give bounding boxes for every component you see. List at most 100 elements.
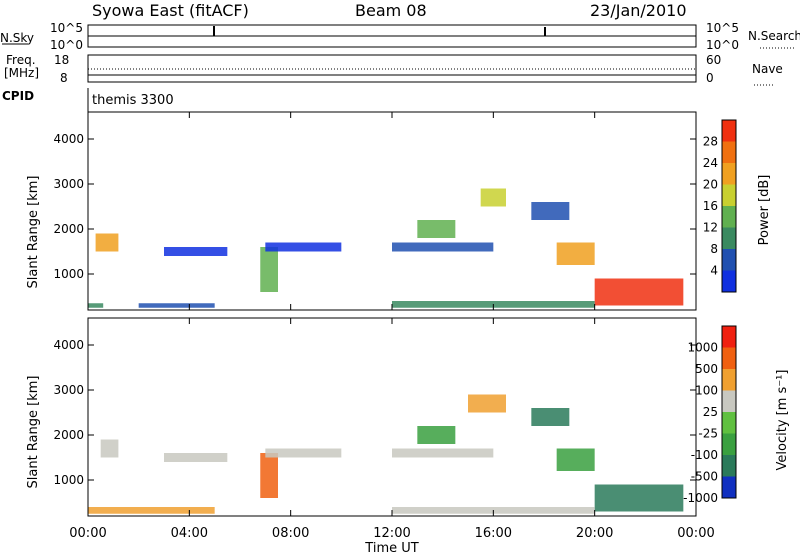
data-region <box>88 303 104 308</box>
y-tick-label: 3000 <box>53 383 84 397</box>
data-region <box>417 220 456 238</box>
colorbar-tick-label: 25 <box>703 405 718 419</box>
colorbar-frame <box>721 325 737 499</box>
colorbar-tick-label: -1000 <box>683 491 718 505</box>
velocity-colorbar: 1000 500 100 25 -25 -100 -500 -1000 <box>683 325 737 505</box>
colorbar-segment <box>722 455 736 477</box>
power-y-axis: 1000 2000 3000 4000 <box>53 132 696 281</box>
x-tick-label: 04:00 <box>171 526 208 541</box>
data-region <box>594 278 684 306</box>
colorbar-segment <box>722 249 736 271</box>
colorbar-segment <box>722 390 736 412</box>
data-region <box>265 448 342 458</box>
x-tick-label: 20:00 <box>576 526 613 541</box>
date-title: 23/Jan/2010 <box>590 1 687 20</box>
data-region <box>556 242 595 265</box>
y-tick-label: 3000 <box>53 177 84 191</box>
power-colorbar: 4 8 12 16 20 24 28 <box>703 119 737 293</box>
colorbar-tick-label: -25 <box>698 427 718 441</box>
velocity-colorbar-label: Velocity [m s⁻¹] <box>775 370 790 471</box>
velocity-plot-area <box>88 318 696 516</box>
colorbar-tick-label: 4 <box>710 264 718 278</box>
colorbar-segment <box>722 369 736 391</box>
data-region <box>417 426 456 444</box>
colorbar-segment <box>722 227 736 249</box>
nsearch-tick-top: 10^5 <box>706 21 739 35</box>
nave-label: Nave <box>752 62 783 76</box>
velocity-y-label: Slant Range [km] <box>26 376 41 489</box>
colorbar-tick-label: 100 <box>695 384 718 398</box>
x-tick-label: 00:00 <box>69 526 106 541</box>
nave-tick-top: 60 <box>706 53 721 67</box>
colorbar-tick-label: 20 <box>703 178 718 192</box>
colorbar-tick-label: 12 <box>703 221 718 235</box>
nsky-panel: N.Sky 10^5 10^0 10^5 10^0 N.Search <box>0 21 800 52</box>
colorbar-tick-label: 500 <box>695 362 718 376</box>
data-region <box>164 247 228 256</box>
freq-panel: Freq. [MHz] 18 8 60 0 Nave <box>4 53 783 86</box>
power-plot-area <box>88 112 696 310</box>
nsearch-label: N.Search <box>748 29 800 43</box>
colorbar-segment <box>722 270 736 292</box>
colorbar-segment <box>722 141 736 163</box>
velocity-panel: 1000 2000 3000 4000 Slant Range [km] 1000 50… <box>26 317 790 517</box>
cpid-label: CPID <box>2 89 34 103</box>
y-tick-label: 1000 <box>53 267 84 281</box>
x-tick-label: 00:00 <box>677 526 714 541</box>
colorbar-tick-label: -100 <box>691 448 718 462</box>
colorbar-segment <box>722 206 736 228</box>
colorbar-tick-label: 28 <box>703 135 718 149</box>
colorbar-frame <box>721 119 737 293</box>
colorbar-segment <box>722 476 736 498</box>
data-region <box>95 233 119 252</box>
colorbar-tick-label: 24 <box>703 156 718 170</box>
nsky-tick-top: 10^5 <box>50 21 83 35</box>
freq-tick-top: 18 <box>54 53 69 67</box>
data-region <box>100 439 119 458</box>
cpid-program: themis 3300 <box>92 93 174 108</box>
velocity-y-axis: 1000 2000 3000 4000 <box>53 338 696 487</box>
data-region <box>164 453 228 462</box>
colorbar-tick-label: -500 <box>691 470 718 484</box>
data-region <box>260 247 278 292</box>
power-panel: 1000 2000 3000 4000 Slant Range [km] 4 8 12 16… <box>26 111 772 311</box>
time-x-axis: 00:00 04:00 08:00 12:00 16:00 20:00 00:00 <box>69 112 715 541</box>
data-region <box>392 242 494 252</box>
data-region <box>260 453 278 498</box>
colorbar-segment <box>722 184 736 206</box>
data-region <box>138 303 215 308</box>
colorbar-segment <box>722 326 736 348</box>
nsky-label: N.Sky <box>0 31 34 45</box>
data-region <box>531 202 570 220</box>
nsearch-tick-bottom: 10^0 <box>706 38 739 52</box>
y-tick-label: 2000 <box>53 428 84 442</box>
colorbar-tick-label: 1000 <box>687 341 718 355</box>
colorbar-tick-label: 8 <box>710 242 718 256</box>
x-tick-label: 16:00 <box>475 526 512 541</box>
y-tick-label: 2000 <box>53 222 84 236</box>
colorbar-segment <box>722 347 736 369</box>
colorbar-segment <box>722 433 736 455</box>
colorbar-tick-label: 16 <box>703 199 718 213</box>
data-region <box>265 242 342 252</box>
data-region <box>556 448 595 471</box>
y-tick-label: 4000 <box>53 132 84 146</box>
data-region <box>480 188 506 207</box>
y-tick-label: 4000 <box>53 338 84 352</box>
x-tick-label: 08:00 <box>272 526 309 541</box>
data-region <box>392 448 494 458</box>
beam-title: Beam 08 <box>355 1 427 20</box>
velocity-data-layer <box>88 394 684 514</box>
data-region <box>531 408 570 426</box>
freq-unit: [MHz] <box>4 66 39 80</box>
x-tick-label: 12:00 <box>373 526 410 541</box>
power-colorbar-label: Power [dB] <box>757 175 772 246</box>
freq-tick-bottom: 8 <box>60 71 68 85</box>
nsky-tick-bottom: 10^0 <box>50 38 83 52</box>
colorbar-segment <box>722 412 736 434</box>
colorbar-segment <box>722 120 736 142</box>
y-tick-label: 1000 <box>53 473 84 487</box>
power-y-label: Slant Range [km] <box>26 176 41 289</box>
data-region <box>468 394 506 413</box>
